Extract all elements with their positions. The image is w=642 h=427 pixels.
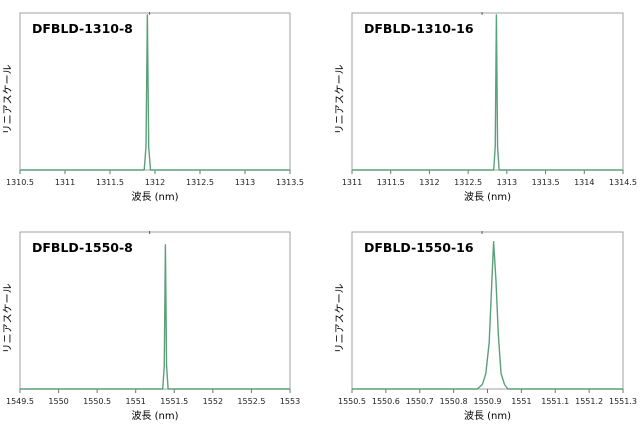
plot-frame — [19, 12, 291, 171]
series-line — [20, 244, 290, 390]
x-tick-label: 1552.5 — [237, 397, 265, 406]
chart-4: 1550.5 1550.6 1550.7 1550.8 1550.9 1551 1551.1… — [334, 231, 637, 422]
x-tick-label: 1550 — [48, 397, 68, 406]
y-axis-label: リニアスケール — [334, 64, 346, 134]
x-tick-label: 1551.5 — [160, 397, 188, 406]
x-tick-label: 1551 — [126, 397, 146, 406]
series-line — [352, 241, 623, 390]
x-tick-label: 1553 — [280, 397, 300, 406]
x-tick-label: 1551.1 — [541, 397, 569, 406]
x-tick-label: 1313 — [235, 178, 255, 187]
x-tick-label: 1552 — [203, 397, 223, 406]
x-tick-label: 1314.5 — [609, 178, 637, 187]
y-axis-label: リニアスケール — [2, 283, 14, 353]
x-tick-label: 1312.5 — [454, 178, 482, 187]
chart-3: 1549.5 1550 1550.5 1551 1551.5 1552 1552.5 1553… — [2, 231, 300, 422]
x-tick-label: 1551.3 — [609, 397, 637, 406]
x-axis-label: 波長 (nm) — [131, 190, 178, 203]
x-tick-label: 1551.2 — [575, 397, 603, 406]
x-tick-label: 1312 — [419, 178, 439, 187]
x-tick-label: 1312 — [145, 178, 165, 187]
x-tick-label: 1550.9 — [474, 397, 502, 406]
x-tick-label: 1311 — [342, 178, 362, 187]
x-tick-label: 1314 — [574, 178, 594, 187]
x-tick-label: 1550.7 — [406, 397, 434, 406]
x-tick-label: 1550.6 — [372, 397, 400, 406]
x-tick-label: 1313 — [497, 178, 517, 187]
x-axis-label: 波長 (nm) — [131, 409, 178, 422]
chart-1: 1310.5 1311 1311.5 1312 1312.5 1313 1313.5 DFBL… — [2, 12, 304, 203]
x-tick-label: 1551 — [511, 397, 531, 406]
chart-2: 1311 1311.5 1312 1312.5 1313 1313.5 1314 1314.5… — [334, 12, 637, 203]
chart-title: DFBLD-1550-16 — [364, 240, 474, 255]
x-tick-label: 1311.5 — [96, 178, 124, 187]
x-tick-label: 1310.5 — [6, 178, 34, 187]
x-axis-label: 波長 (nm) — [464, 409, 511, 422]
y-axis-label: リニアスケール — [2, 64, 14, 134]
x-tick-label: 1311.5 — [377, 178, 405, 187]
series-line — [20, 14, 290, 171]
series-line — [352, 14, 623, 171]
x-tick-label: 1313.5 — [276, 178, 304, 187]
chart-title: DFBLD-1310-8 — [32, 21, 133, 36]
chart-title: DFBLD-1310-16 — [364, 21, 474, 36]
x-tick-label: 1550.5 — [338, 397, 366, 406]
x-tick-label: 1313.5 — [532, 178, 560, 187]
y-axis-label: リニアスケール — [334, 283, 346, 353]
x-tick-label: 1312.5 — [186, 178, 214, 187]
chart-title: DFBLD-1550-8 — [32, 240, 133, 255]
plot-frame — [19, 231, 291, 390]
x-tick-label: 1311 — [55, 178, 75, 187]
plot-frame — [351, 12, 624, 171]
x-axis-label: 波長 (nm) — [464, 190, 511, 203]
x-tick-label: 1550.8 — [440, 397, 468, 406]
x-tick-label: 1549.5 — [6, 397, 34, 406]
plot-frame — [351, 231, 624, 390]
x-tick-label: 1550.5 — [83, 397, 111, 406]
